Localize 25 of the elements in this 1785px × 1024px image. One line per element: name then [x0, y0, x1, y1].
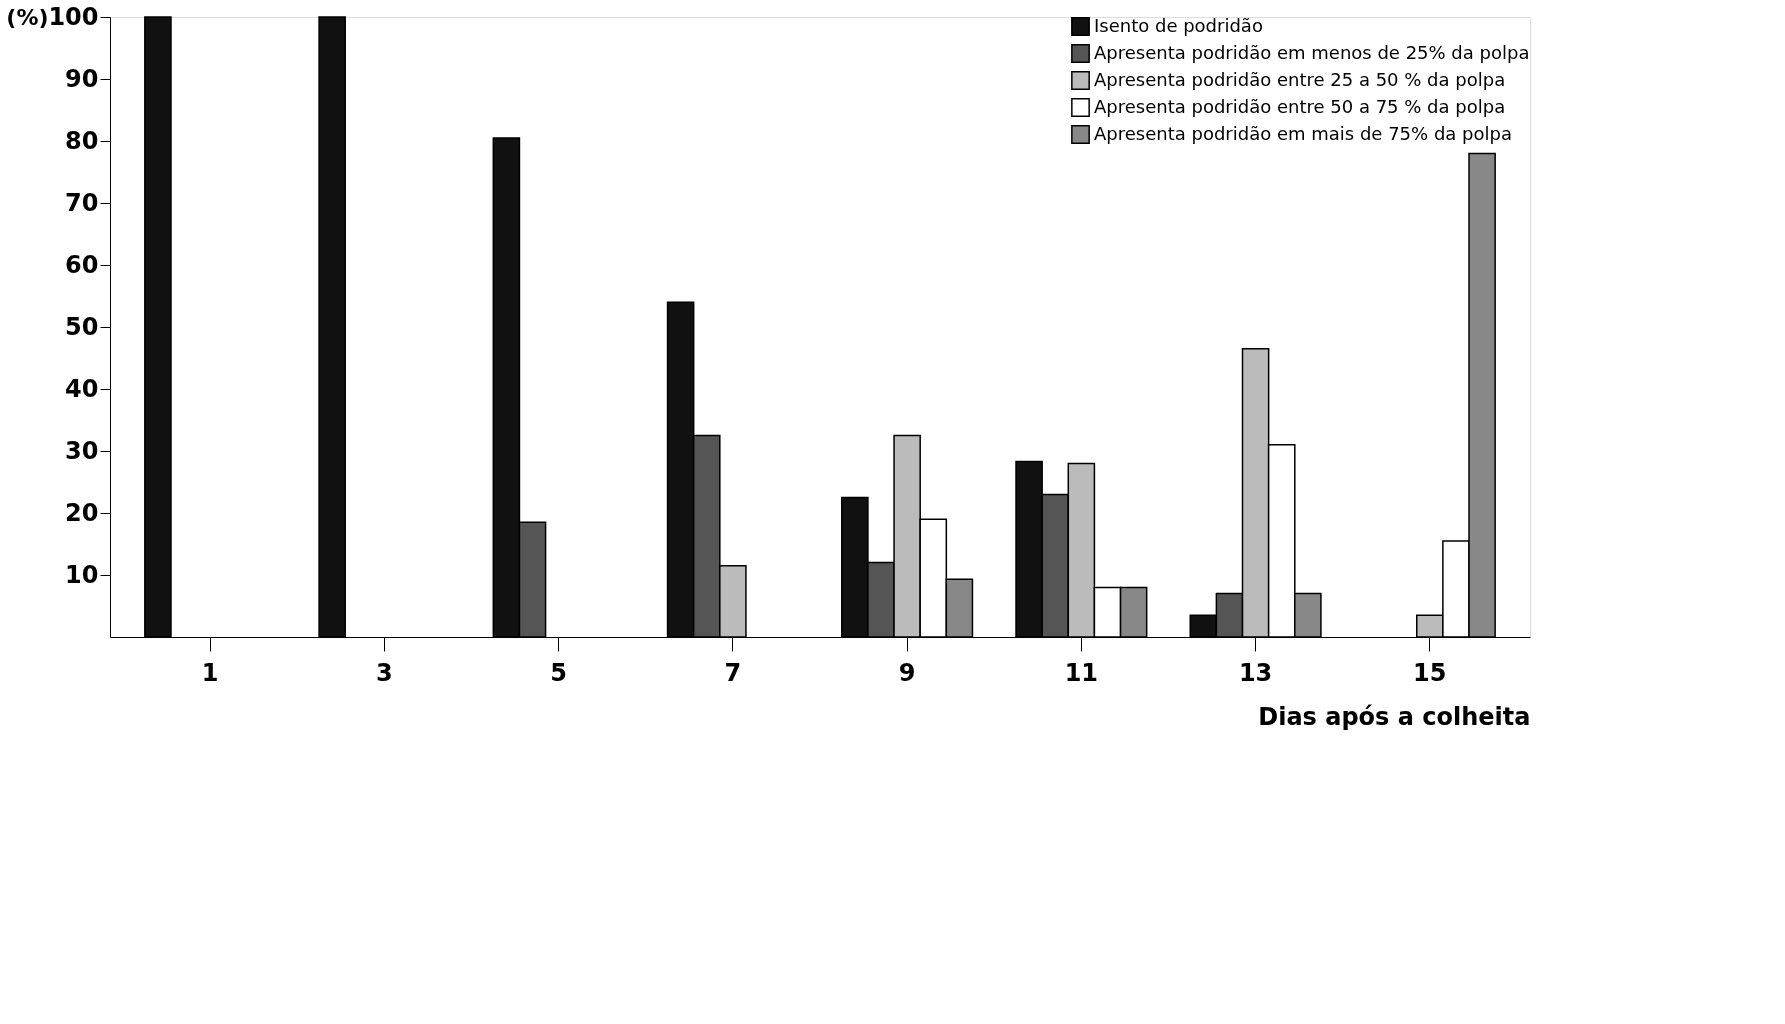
y-tick-label: 70	[65, 188, 99, 217]
y-tick-label: 90	[65, 64, 99, 93]
y-tick-label: 100	[48, 2, 99, 31]
x-tick-label: 7	[724, 658, 742, 687]
x-tick-label: 13	[1238, 658, 1273, 687]
y-tick-label: 20	[65, 498, 99, 527]
y-tick-label: 50	[65, 312, 99, 341]
x-tick-label: 11	[1064, 658, 1099, 687]
x-tick-label: 15	[1413, 658, 1447, 687]
y-tick-label: 40	[65, 374, 99, 403]
x-axis-title: Dias após a colheita	[1258, 702, 1531, 731]
legend-label: Apresenta podridão em mais de 75% da polpa	[1094, 122, 1512, 144]
y-tick-label: 60	[65, 250, 99, 279]
legend-label: Apresenta podridão entre 50 a 75 % da polpa	[1094, 95, 1506, 117]
x-tick-label: 3	[376, 658, 393, 687]
y-tick-label: 10	[65, 560, 99, 589]
x-tick-label: 9	[898, 658, 916, 687]
x-tick-label: 1	[201, 658, 219, 687]
legend-label: Isento de podridão	[1094, 14, 1263, 36]
legend-label: Apresenta podridão entre 25 a 50 % da polpa	[1094, 68, 1506, 90]
y-tick-label: 30	[65, 436, 99, 465]
x-tick-label: 5	[550, 658, 567, 687]
legend-label: Apresenta podridão em menos de 25% da polpa	[1094, 41, 1530, 63]
y-tick-label: 80	[65, 126, 99, 155]
y-axis-title: (%)	[6, 4, 49, 30]
